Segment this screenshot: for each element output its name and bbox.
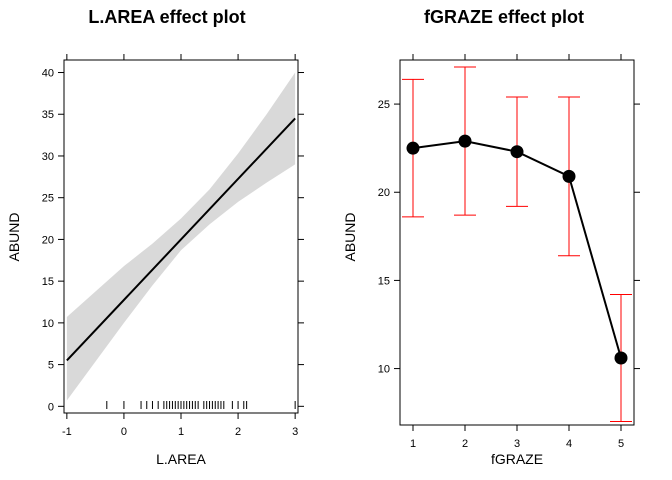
data-point (458, 134, 472, 148)
x-tick-label: 0 (121, 426, 127, 438)
y-tick-label: 25 (378, 99, 390, 111)
y-tick-label: 35 (42, 109, 54, 121)
y-tick-label: 30 (42, 151, 54, 163)
x-axis-label: L.AREA (156, 451, 206, 467)
y-axis-label: ABUND (342, 212, 358, 261)
x-tick-label: 3 (292, 426, 298, 438)
x-tick-label: 1 (178, 426, 184, 438)
y-axis-label: ABUND (6, 212, 22, 261)
x-tick-label: -1 (62, 426, 72, 438)
panel-fgraze: fGRAZE effect plot fGRAZE ABUND 1 2 3 4 5 10 1… (342, 7, 640, 467)
y-tick-label: 10 (42, 318, 54, 330)
x-tick-label: 2 (235, 426, 241, 438)
x-tick-label: 5 (618, 438, 624, 450)
y-tick-label: 10 (378, 364, 390, 376)
y-tick-label: 40 (42, 68, 54, 80)
y-tick-label: 20 (42, 234, 54, 246)
panel-l-area: L.AREA effect plot L.AREA ABUND -1 0 1 2 305… (6, 7, 304, 467)
y-tick-label: 20 (378, 187, 390, 199)
data-point (562, 169, 576, 183)
fit-line (66, 117, 296, 362)
x-axis-label: fGRAZE (491, 451, 543, 467)
y-tick-label: 5 (48, 360, 54, 372)
x-tick-label: 4 (566, 438, 572, 450)
chart-title: fGRAZE effect plot (424, 7, 584, 27)
y-tick-label: 0 (48, 401, 54, 413)
x-tick-label: 3 (514, 438, 520, 450)
y-tick-label: 15 (42, 276, 54, 288)
data-point (614, 351, 628, 365)
confidence-band (66, 72, 296, 401)
x-tick-label: 2 (462, 438, 468, 450)
chart-title: L.AREA effect plot (88, 7, 245, 27)
data-point (510, 145, 524, 159)
x-tick-label: 1 (410, 438, 416, 450)
data-point (406, 141, 420, 155)
y-tick-label: 15 (378, 275, 390, 287)
y-tick-label: 25 (42, 193, 54, 205)
